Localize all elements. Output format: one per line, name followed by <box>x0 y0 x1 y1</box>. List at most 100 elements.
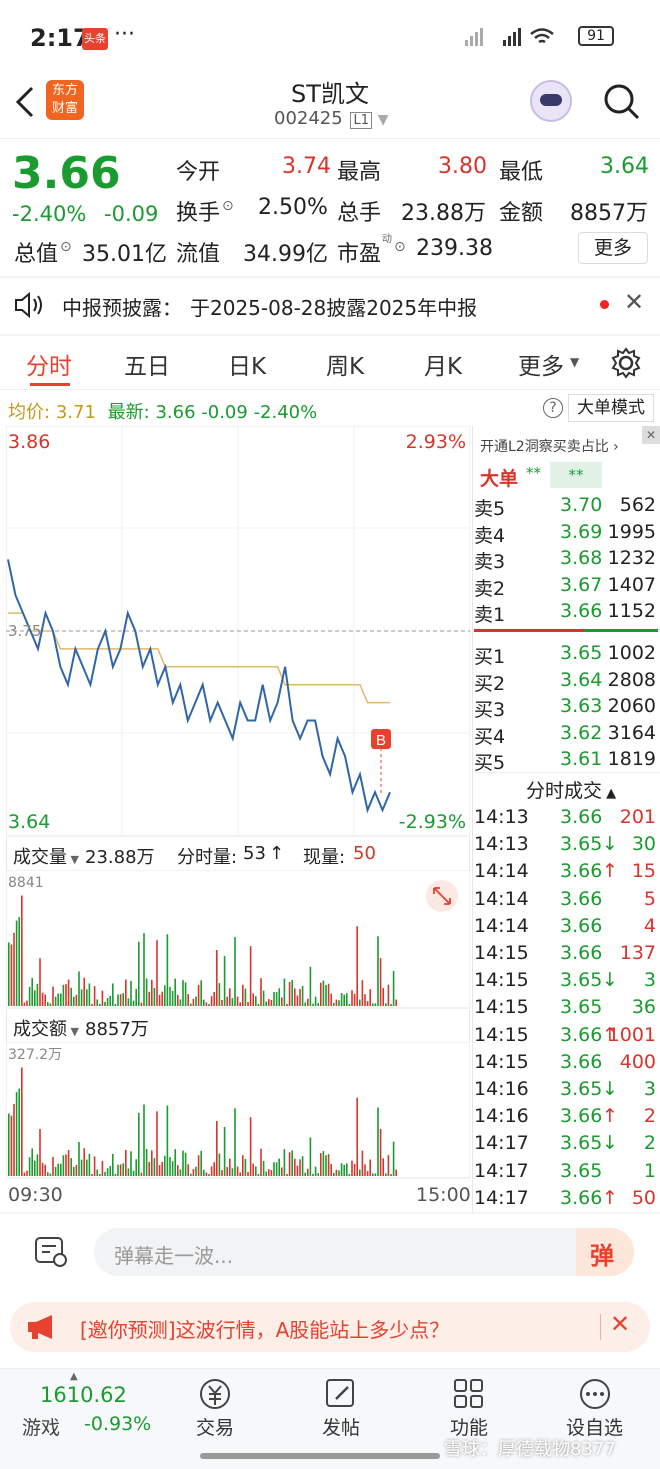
info-icon[interactable]: ⊙ <box>394 239 406 255</box>
volume-bar <box>57 1163 59 1176</box>
ask-volume: 1232 <box>607 547 656 569</box>
volume-bar <box>312 1173 314 1176</box>
volume-bar <box>307 1168 309 1176</box>
latest-value: 3.66 <box>155 402 196 423</box>
stock-code[interactable]: 002425 L1 ▼ <box>274 108 388 129</box>
volume-bar <box>13 1104 15 1176</box>
nav-trade[interactable]: 交易 <box>176 1373 256 1443</box>
volume-panel-header: 成交量 ▼ 23.88万 分时量: 53 ↑ 现量: 50 <box>6 838 470 870</box>
high-label: 最高 <box>337 160 382 185</box>
volume-bar <box>377 1107 379 1176</box>
bid-price: 3.63 <box>560 695 603 717</box>
volume-bar <box>101 1160 104 1176</box>
volume-bar <box>242 1155 244 1176</box>
volume-bar <box>275 992 278 1006</box>
volume-bar <box>333 1173 335 1176</box>
trade-row: 14:15 3.66 ↑ 1001 <box>474 1024 658 1051</box>
info-icon[interactable]: ⊙ <box>222 198 234 214</box>
danmu-input[interactable]: 弹幕走一波... 弹 <box>94 1228 634 1276</box>
volume-bar <box>268 999 270 1006</box>
tab-five-day[interactable]: 五日 <box>124 354 170 380</box>
volume-bar <box>122 1163 124 1176</box>
gear-icon[interactable] <box>610 347 642 379</box>
trade-time: 14:17 <box>474 1186 529 1209</box>
notice-text: 于2025-08-28披露2025年中报 <box>190 296 478 320</box>
big-order-mode-button[interactable]: 大单模式 <box>568 394 654 422</box>
danmu-send-button[interactable]: 弹 <box>576 1228 634 1276</box>
more-button[interactable]: 更多 <box>578 232 648 264</box>
volume-bar <box>138 1112 140 1176</box>
volume-bar <box>36 1154 39 1176</box>
nav-functions[interactable]: 功能 <box>428 1373 508 1443</box>
volume-bar <box>314 996 317 1006</box>
volume-bar <box>379 1128 382 1176</box>
tab-daily-k[interactable]: 日K <box>228 354 267 380</box>
amount-selector[interactable]: 成交额 ▼ <box>13 1015 79 1041</box>
y-top-price: 3.86 <box>8 431 50 453</box>
app-logo[interactable]: 东方 财富 <box>46 80 84 120</box>
close-icon[interactable]: ✕ <box>642 426 660 444</box>
volume-bar <box>192 998 195 1006</box>
volume-bar <box>390 1004 392 1006</box>
volume-bar <box>47 1002 49 1006</box>
danmu-settings-icon[interactable] <box>34 1236 68 1268</box>
volume-bar <box>231 998 234 1006</box>
nav-watchlist[interactable]: 设自选 <box>558 1373 638 1443</box>
trade-row: 14:17 3.65 ↓ 2 <box>474 1132 658 1159</box>
intraday-price-chart[interactable]: B 3.86 2.93% 3.75 3.64 -2.93% <box>6 426 470 838</box>
bid-price: 3.61 <box>560 748 603 770</box>
volume-bar <box>286 1174 288 1176</box>
index-label: 游戏 <box>22 1417 61 1439</box>
back-icon[interactable] <box>12 86 38 118</box>
volume-bar <box>200 1150 202 1176</box>
volume-bar <box>39 1129 41 1176</box>
volume-bar <box>294 988 296 1006</box>
trade-price: 3.65 <box>560 1159 603 1182</box>
volume-bar <box>112 1153 114 1176</box>
buy-marker-icon[interactable] <box>371 729 391 749</box>
volume-bar <box>208 1174 210 1176</box>
danmu-send-label: 弹 <box>590 1242 614 1270</box>
tab-more[interactable]: 更多 <box>518 354 564 380</box>
volume-bar <box>10 1115 13 1176</box>
bottom-nav: ▲ 1610.62 游戏 -0.93% 交易 发帖 功能 设自选 雪球：厚德载物… <box>0 1368 660 1469</box>
info-icon[interactable]: ⊙ <box>60 239 72 255</box>
bid-price: 3.65 <box>560 642 603 664</box>
tab-monthly-k[interactable]: 月K <box>424 354 463 380</box>
change-pct: -2.40% <box>12 202 87 226</box>
close-icon[interactable]: ✕ <box>624 288 645 316</box>
volume-bar <box>377 936 379 1006</box>
search-icon[interactable] <box>602 82 642 122</box>
volume-bar <box>13 932 15 1006</box>
help-icon[interactable]: ? <box>543 398 563 418</box>
robot-avatar[interactable] <box>530 80 572 122</box>
index-widget[interactable]: ▲ 1610.62 游戏 -0.93% <box>0 1369 156 1444</box>
volume-bar <box>179 999 182 1006</box>
prediction-banner[interactable]: [邀你预测]这波行情，A股能站上多少点？ ✕ <box>10 1302 650 1352</box>
l2-promo-link[interactable]: 开通L2洞察买卖占比 › <box>480 439 619 455</box>
volume-bar <box>47 1172 49 1176</box>
volume-bar <box>366 1171 369 1176</box>
close-icon[interactable]: ✕ <box>610 1310 631 1338</box>
volume-bar <box>226 1167 228 1176</box>
nav-post[interactable]: 发帖 <box>300 1373 380 1443</box>
volume-bar <box>361 1150 364 1176</box>
price-info-line: 均价: 3.71 最新: 3.66 -0.09 -2.40% <box>8 398 317 424</box>
volume-bar <box>153 1158 156 1176</box>
volume-bar <box>278 988 280 1006</box>
notice-bar[interactable]: 中报预披露： 于2025-08-28披露2025年中报 ✕ <box>0 278 660 334</box>
trade-price: 3.65 <box>560 1132 603 1155</box>
trade-arrow: ↓ <box>602 969 618 992</box>
volume-bar <box>281 1167 283 1176</box>
volume-bar <box>125 1149 127 1176</box>
volume-selector[interactable]: 成交量 ▼ <box>13 843 79 869</box>
volume-bar <box>86 1159 88 1176</box>
volume-bar <box>338 1170 340 1176</box>
tab-weekly-k[interactable]: 周K <box>326 354 365 380</box>
trades-title[interactable]: 分时成交 ▲ <box>526 776 616 803</box>
tab-intraday[interactable]: 分时 <box>26 354 72 380</box>
volume-bar <box>15 1092 18 1176</box>
volume-bar <box>195 1166 197 1176</box>
pe-value: 239.38 <box>416 236 493 261</box>
volume-bar <box>273 1162 275 1176</box>
